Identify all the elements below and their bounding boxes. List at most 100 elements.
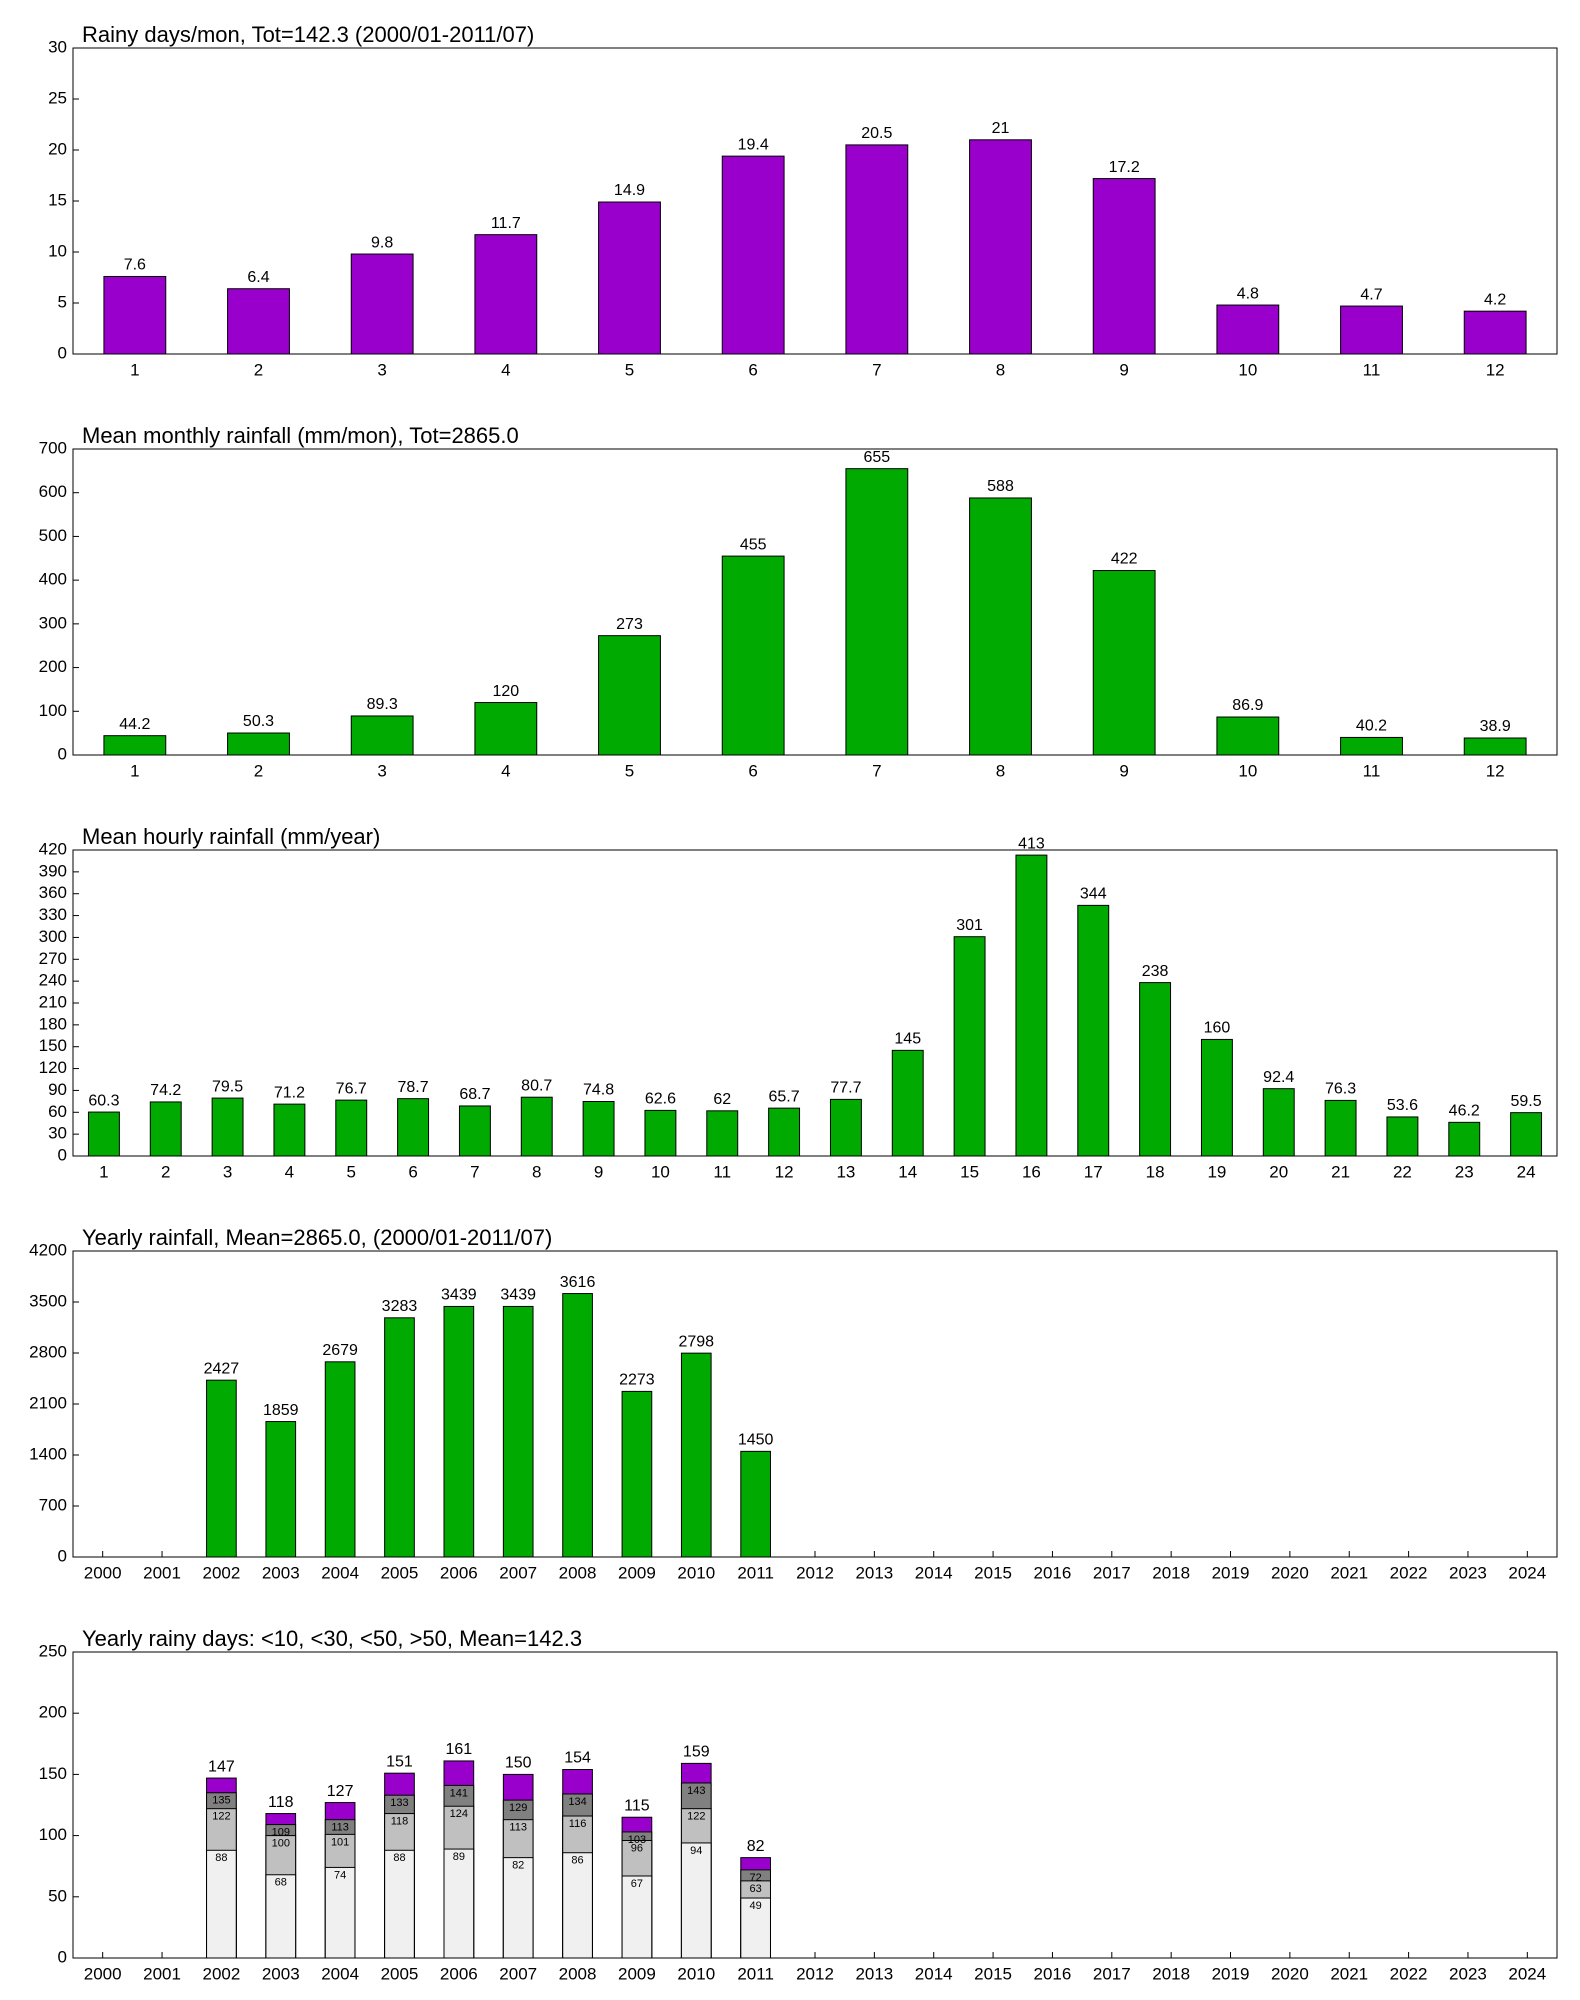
y-tick-label: 100 (39, 1825, 67, 1844)
x-tick-label: 2011 (737, 1964, 774, 1983)
y-tick-label: 3500 (29, 1291, 67, 1310)
x-tick-label: 2023 (1449, 1964, 1487, 1983)
y-tick-label: 240 (39, 971, 67, 990)
x-tick-label: 2014 (915, 1964, 953, 1983)
value-label: 135 (212, 1795, 230, 1807)
bar (1448, 1121, 1481, 1157)
bar (953, 936, 986, 1157)
value-label: 3283 (382, 1298, 418, 1315)
y-tick-label: 360 (39, 883, 67, 902)
bar (443, 1305, 475, 1558)
value-label: 94 (690, 1845, 702, 1857)
value-label: 150 (505, 1755, 532, 1772)
value-label: 44.2 (119, 716, 150, 733)
chart-title: Yearly rainy days: <10, <30, <50, >50, M… (82, 1626, 582, 1651)
bar (443, 1848, 475, 1959)
y-tick-label: 15 (48, 190, 67, 209)
value-label: 86.9 (1232, 697, 1263, 714)
x-tick-label: 8 (532, 1162, 541, 1181)
value-label: 455 (740, 536, 767, 553)
value-label: 118 (391, 1815, 409, 1827)
bar (324, 1361, 356, 1558)
y-tick-label: 250 (39, 1641, 67, 1660)
x-tick-label: 2001 (143, 1563, 181, 1582)
value-label: 118 (268, 1794, 294, 1811)
value-label: 103 (628, 1834, 646, 1846)
bar (621, 1390, 653, 1558)
bar (582, 1101, 615, 1157)
x-tick-label: 11 (1363, 360, 1381, 379)
x-tick-label: 8 (996, 761, 1005, 780)
x-tick-label: 9 (594, 1162, 603, 1181)
y-tick-label: 400 (39, 570, 67, 589)
bar (829, 1098, 862, 1157)
value-label: 68 (275, 1877, 287, 1889)
y-tick-label: 390 (39, 861, 67, 880)
x-tick-label: 15 (960, 1162, 979, 1181)
bar (598, 635, 661, 756)
y-tick-label: 600 (39, 482, 67, 501)
bar (740, 1897, 771, 1959)
bar (644, 1109, 677, 1157)
x-tick-label: 4 (501, 360, 510, 379)
bar (969, 497, 1032, 756)
value-label: 80.7 (521, 1077, 552, 1094)
value-label: 151 (386, 1753, 413, 1770)
value-label: 2427 (204, 1360, 240, 1377)
x-tick-label: 2000 (84, 1964, 122, 1983)
bar (384, 1317, 415, 1558)
x-tick-label: 2001 (143, 1964, 181, 1983)
x-tick-label: 9 (1119, 761, 1128, 780)
y-tick-label: 700 (39, 438, 67, 457)
y-tick-label: 420 (39, 839, 67, 858)
bar (474, 702, 538, 756)
x-tick-label: 4 (285, 1162, 294, 1181)
value-label: 62.6 (645, 1091, 676, 1108)
x-tick-label: 2010 (677, 1563, 715, 1582)
bar (502, 1305, 534, 1558)
value-label: 147 (208, 1758, 235, 1775)
bar (273, 1103, 306, 1157)
x-tick-label: 5 (625, 360, 634, 379)
x-tick-label: 3 (377, 761, 386, 780)
y-tick-label: 270 (39, 949, 67, 968)
x-tick-label: 2 (254, 360, 263, 379)
x-tick-label: 3 (223, 1162, 232, 1181)
bar (1386, 1116, 1419, 1157)
bar (520, 1096, 553, 1157)
bar (621, 1875, 653, 1959)
y-tick-label: 700 (39, 1495, 67, 1514)
x-tick-label: 2017 (1093, 1964, 1131, 1983)
value-label: 6.4 (247, 269, 269, 286)
bar (1139, 982, 1172, 1157)
value-label: 2679 (322, 1342, 358, 1359)
value-label: 122 (687, 1811, 705, 1823)
plot-frame (72, 1250, 1558, 1558)
value-label: 77.7 (830, 1080, 861, 1097)
bar (845, 144, 909, 355)
bar (721, 555, 785, 756)
value-label: 82 (747, 1838, 765, 1855)
x-tick-label: 2 (254, 761, 263, 780)
value-label: 40.2 (1356, 718, 1387, 735)
value-label: 113 (331, 1822, 349, 1834)
x-tick-label: 19 (1207, 1162, 1226, 1181)
bar (265, 1421, 297, 1558)
value-label: 86 (571, 1855, 583, 1867)
bar (87, 1111, 120, 1157)
y-tick-label: 90 (48, 1080, 67, 1099)
x-tick-label: 2002 (202, 1563, 240, 1582)
y-tick-label: 20 (48, 139, 67, 158)
value-label: 88 (393, 1852, 405, 1864)
chart-title: Mean monthly rainfall (mm/mon), Tot=2865… (82, 423, 519, 448)
bar (1015, 854, 1048, 1157)
value-label: 344 (1080, 886, 1107, 903)
x-tick-label: 2008 (559, 1563, 597, 1582)
chart-title: Yearly rainfall, Mean=2865.0, (2000/01-2… (82, 1225, 552, 1250)
x-tick-label: 2020 (1271, 1964, 1309, 1983)
y-tick-label: 1400 (29, 1444, 67, 1463)
x-tick-label: 2023 (1449, 1563, 1487, 1582)
value-label: 1859 (263, 1402, 299, 1419)
x-tick-label: 2008 (559, 1964, 597, 1983)
